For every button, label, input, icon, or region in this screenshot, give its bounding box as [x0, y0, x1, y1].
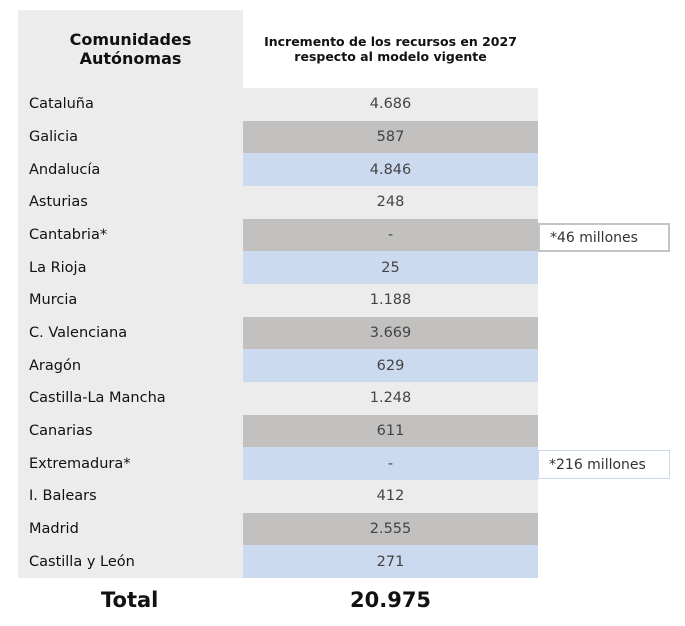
increment-value: 1.188 [243, 283, 538, 317]
total-label: Total [101, 588, 159, 612]
increment-value: 248 [243, 185, 538, 219]
increment-value: 629 [243, 349, 538, 382]
community-name: Galicia [18, 120, 243, 154]
increment-value: 2.555 [243, 512, 538, 546]
table-row: Castilla y León 271 [18, 545, 538, 578]
table-row: Murcia 1.188 [18, 283, 538, 317]
community-name: Cantabria* [18, 218, 243, 252]
table-row: C. Valenciana 3.669 [18, 316, 538, 350]
increment-value: 25 [243, 251, 538, 284]
table-row: Extremadura* - [18, 447, 538, 480]
community-name: Castilla-La Mancha [18, 381, 243, 415]
note-cantabria: *46 millones [538, 223, 670, 252]
header-communities: Comunidades Autónomas [18, 10, 243, 88]
increment-value: 4.846 [243, 153, 538, 186]
table-row: Madrid 2.555 [18, 512, 538, 546]
table-row: Cantabria* - [18, 218, 538, 252]
table-row: La Rioja 25 [18, 251, 538, 284]
increment-value: - [243, 218, 538, 252]
table-row: I. Balears 412 [18, 479, 538, 513]
community-name: Castilla y León [18, 545, 243, 578]
community-name: Canarias [18, 414, 243, 448]
table-row: Andalucía 4.846 [18, 153, 538, 186]
increment-value: 1.248 [243, 381, 538, 415]
community-name: Extremadura* [18, 447, 243, 480]
table-row: Castilla-La Mancha 1.248 [18, 381, 538, 415]
increment-value: 3.669 [243, 316, 538, 350]
increment-value: 271 [243, 545, 538, 578]
community-name: Aragón [18, 349, 243, 382]
table-header: Comunidades Autónomas Incremento de los … [18, 10, 538, 88]
community-name: La Rioja [18, 251, 243, 284]
header-increment: Incremento de los recursos en 2027 respe… [243, 10, 538, 88]
community-name: Murcia [18, 283, 243, 317]
community-name: Cataluña [18, 88, 243, 121]
community-name: Asturias [18, 185, 243, 219]
increment-value: 611 [243, 414, 538, 448]
note-extremadura: *216 millones [538, 450, 670, 479]
community-name: Andalucía [18, 153, 243, 186]
total-value: 20.975 [350, 588, 432, 612]
table-row: Galicia 587 [18, 120, 538, 154]
table-row: Cataluña 4.686 [18, 88, 538, 121]
resources-table: Comunidades Autónomas Incremento de los … [18, 10, 538, 578]
community-name: Madrid [18, 512, 243, 546]
increment-value: 4.686 [243, 88, 538, 121]
table-row: Asturias 248 [18, 185, 538, 219]
increment-value: 412 [243, 479, 538, 513]
increment-value: - [243, 447, 538, 480]
table-row: Canarias 611 [18, 414, 538, 448]
community-name: C. Valenciana [18, 316, 243, 350]
table-row: Aragón 629 [18, 349, 538, 382]
community-name: I. Balears [18, 479, 243, 513]
increment-value: 587 [243, 120, 538, 154]
